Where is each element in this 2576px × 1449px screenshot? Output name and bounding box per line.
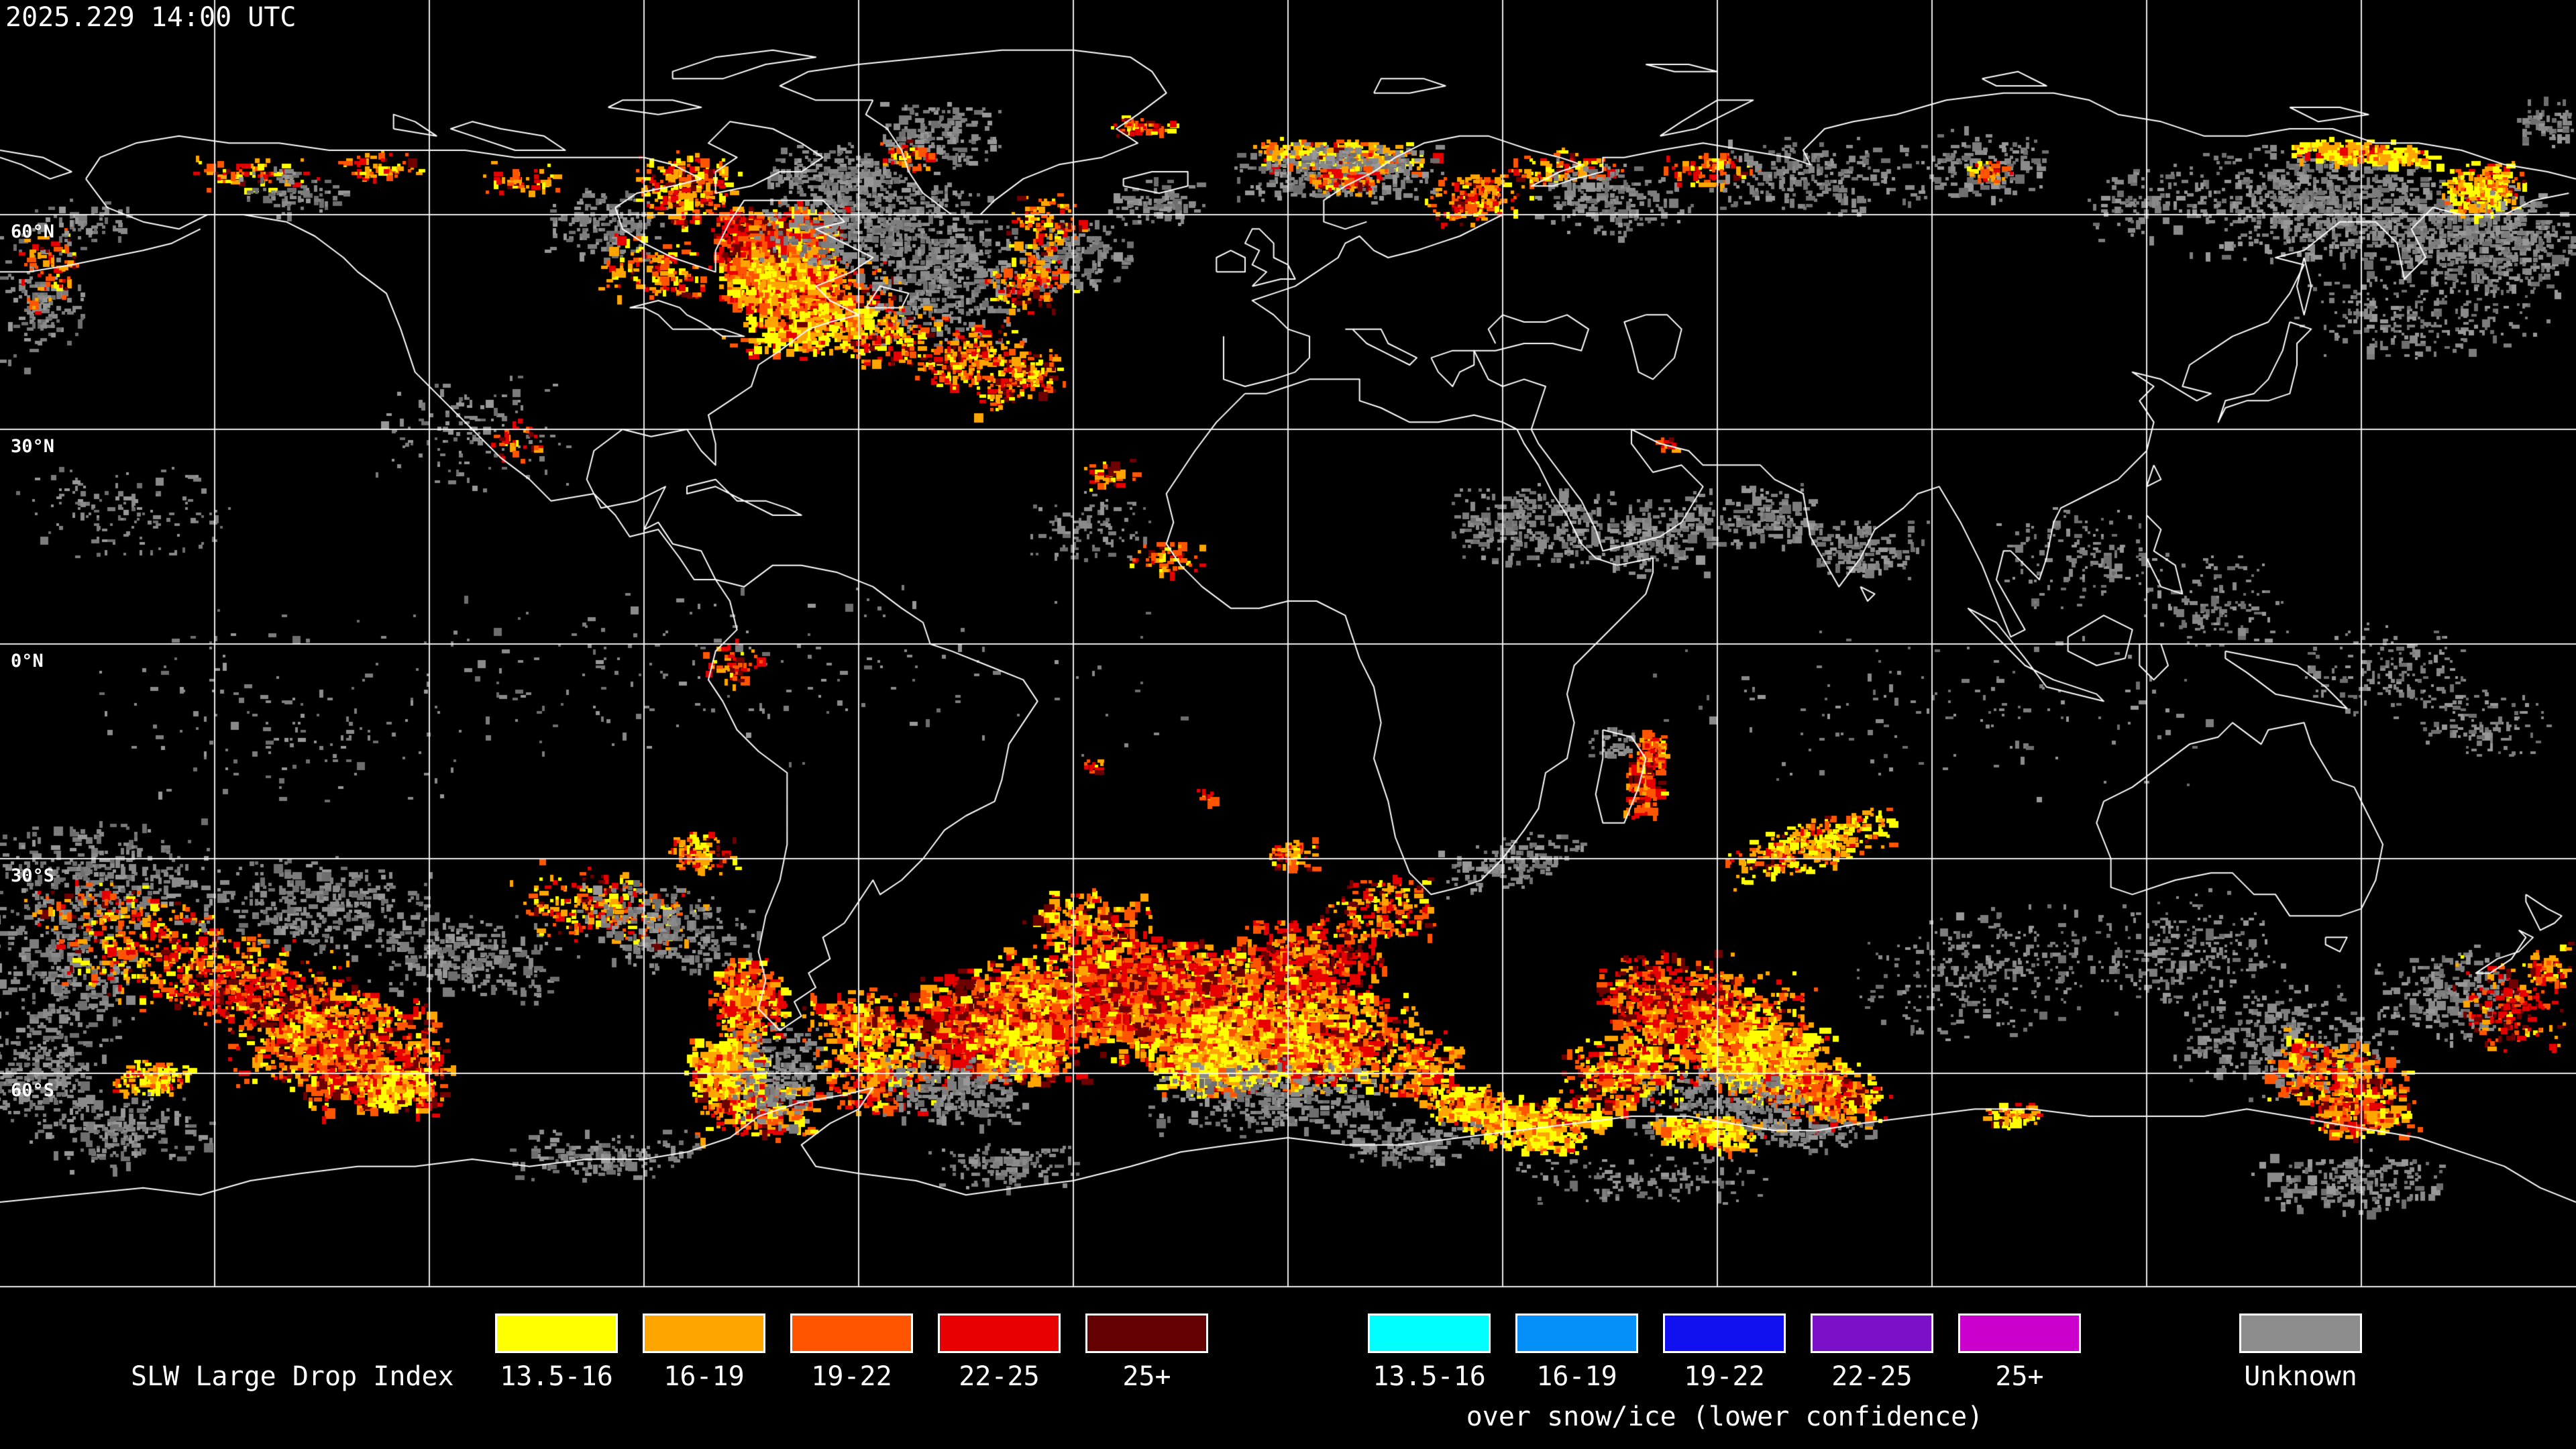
slw-19-22-label: 19-22 [811, 1361, 892, 1392]
timestamp: 2025.229 14:00 UTC [5, 2, 297, 33]
lat-label-60n: 60°N [11, 221, 55, 242]
unknown-swatch [2239, 1313, 2362, 1353]
world-map-region: 2025.229 14:00 UTC 60°N 30°N 0°N 30°S 60°S [0, 0, 2576, 1288]
snowice-19-22-label: 19-22 [1684, 1361, 1765, 1392]
legend-title: SLW Large Drop Index [131, 1361, 454, 1392]
unknown-label: Unknown [2244, 1361, 2357, 1392]
slw-25+-swatch [1085, 1313, 1208, 1353]
lat-label-60s: 60°S [11, 1080, 55, 1101]
slw-22-25-swatch [938, 1313, 1061, 1353]
snowice-16-19-label: 16-19 [1536, 1361, 1617, 1392]
slw-16-19-label: 16-19 [663, 1361, 745, 1392]
snowice-19-22-swatch [1663, 1313, 1786, 1353]
slw-19-22-swatch [790, 1313, 913, 1353]
slw-13.5-16-swatch [495, 1313, 618, 1353]
lat-label-30s: 30°S [11, 865, 55, 886]
slw-16-19-swatch [643, 1313, 765, 1353]
slw-25+-label: 25+ [1122, 1361, 1171, 1392]
slw-13.5-16-label: 13.5-16 [500, 1361, 613, 1392]
snow-ice-caption: over snow/ice (lower confidence) [1466, 1401, 1984, 1432]
lat-label-0n: 0°N [11, 651, 44, 672]
snowice-13.5-16-swatch [1368, 1313, 1491, 1353]
legend-bar: SLW Large Drop Index 13.5-16 16-19 19-22 22… [0, 1288, 2576, 1449]
snowice-22-25-swatch [1811, 1313, 1933, 1353]
snowice-16-19-swatch [1515, 1313, 1638, 1353]
snowice-22-25-label: 22-25 [1831, 1361, 1913, 1392]
snowice-25+-label: 25+ [1995, 1361, 2044, 1392]
snowice-13.5-16-label: 13.5-16 [1373, 1361, 1486, 1392]
world-map-canvas [0, 0, 2576, 1288]
lat-label-30n: 30°N [11, 436, 55, 457]
slw-22-25-label: 22-25 [959, 1361, 1040, 1392]
snowice-25+-swatch [1958, 1313, 2081, 1353]
